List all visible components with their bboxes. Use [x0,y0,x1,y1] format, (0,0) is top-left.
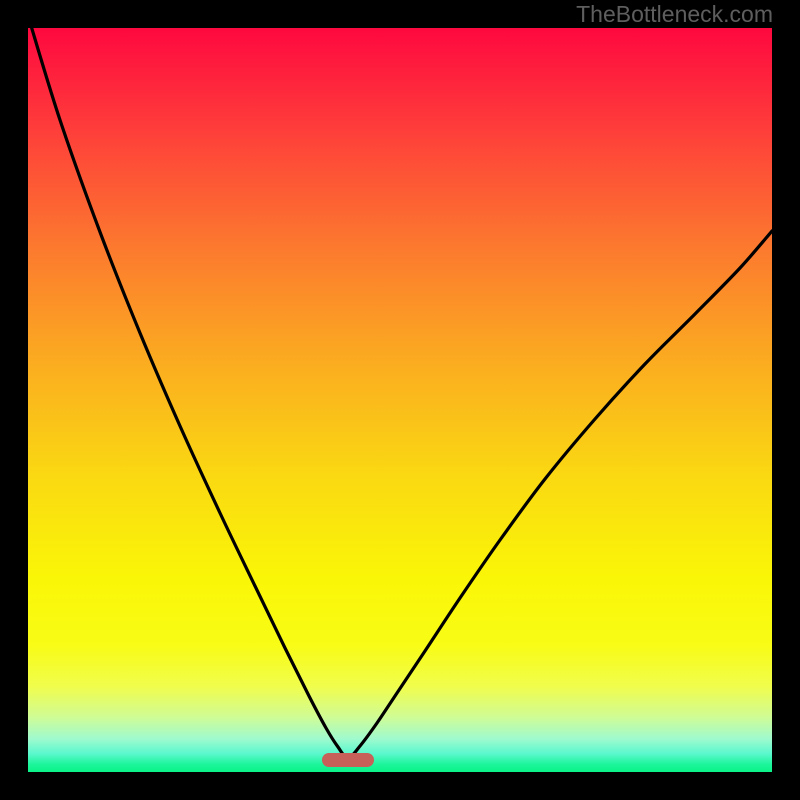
watermark-text: TheBottleneck.com [576,1,773,27]
gradient-background [28,28,772,772]
chart-root: TheBottleneck.com [0,0,800,800]
bottleneck-curve-chart: TheBottleneck.com [0,0,800,800]
optimum-marker [322,753,374,767]
